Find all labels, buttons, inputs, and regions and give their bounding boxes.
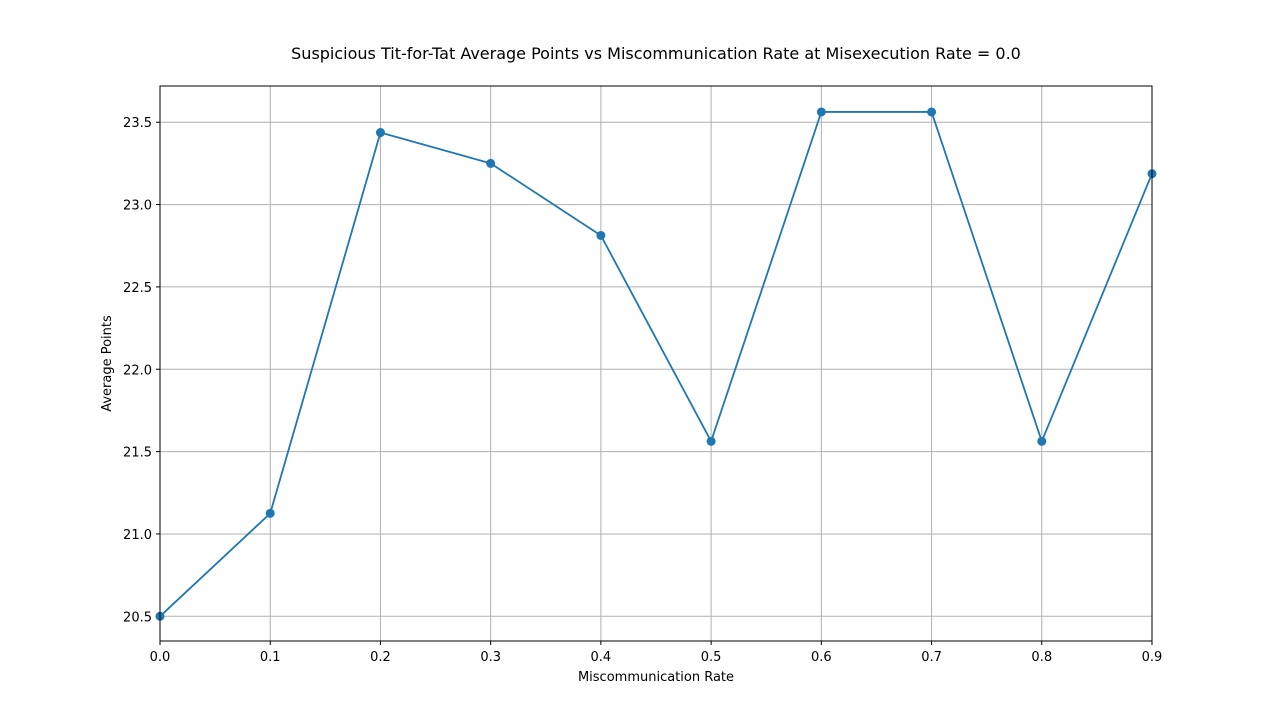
y-tick-label: 22.0 [123,363,152,378]
x-axis-label: Miscommunication Rate [578,670,734,685]
series-layer [155,107,1157,621]
data-point [596,230,606,240]
x-tick-label: 0.8 [1031,650,1052,665]
x-tick-label: 0.4 [591,650,612,665]
y-tick-label: 20.5 [123,610,152,625]
data-point [927,107,937,117]
x-tick-label: 0.5 [701,650,722,665]
data-point [486,158,496,168]
x-tick-label: 0.3 [480,650,501,665]
x-tick-label: 0.0 [150,650,171,665]
axis-ticks: 0.0 0.1 0.2 0.3 0.4 0.5 0.6 0.7 0.8 0.9 20.5 21.0 21… [123,116,1162,665]
data-point [816,107,826,117]
x-tick-label: 0.7 [921,650,942,665]
series-line [159,111,1153,617]
data-point [1037,436,1047,446]
x-tick-label: 0.6 [811,650,832,665]
data-point [706,436,716,446]
x-tick-label: 0.9 [1142,650,1163,665]
y-tick-label: 22.5 [123,281,152,296]
y-axis-label: Average Points [100,315,115,412]
x-tick-label: 0.2 [370,650,391,665]
data-point [375,128,385,138]
data-point [265,508,275,518]
chart-title: Suspicious Tit-for-Tat Average Points vs… [291,44,1021,63]
axes-frame [159,85,1153,642]
x-tick-label: 0.1 [260,650,281,665]
y-tick-label: 23.5 [123,116,152,131]
y-tick-label: 21.5 [123,446,152,461]
grid [159,86,1153,641]
y-tick-label: 21.0 [123,528,152,543]
y-tick-label: 23.0 [123,199,152,214]
